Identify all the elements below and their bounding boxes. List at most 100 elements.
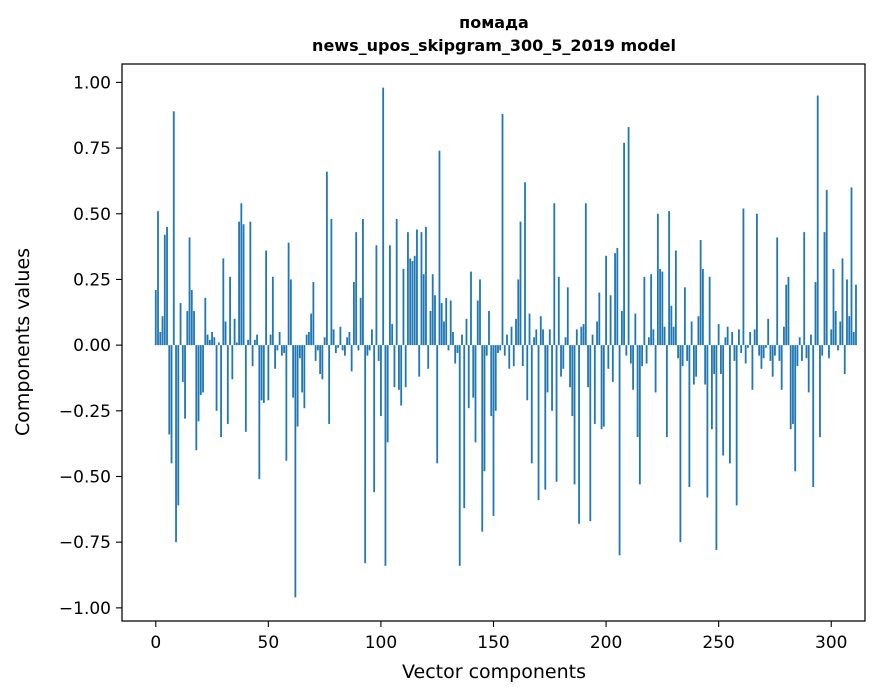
- x-tick-label: 300: [815, 633, 847, 653]
- bar-component-234: [681, 345, 684, 367]
- bar-component-113: [409, 258, 412, 346]
- bar-component-205: [616, 247, 619, 346]
- bar-component-94: [366, 345, 369, 356]
- y-tick-label: −0.50: [59, 467, 111, 487]
- bar-component-228: [668, 211, 671, 346]
- bar-component-215: [638, 345, 641, 485]
- bar-component-119: [422, 274, 425, 346]
- bar-component-23: [206, 334, 209, 346]
- bar-component-30: [222, 258, 225, 346]
- bar-component-195: [593, 345, 596, 424]
- bar-component-57: [283, 345, 286, 354]
- bar-component-164: [524, 182, 526, 346]
- y-tick-label: −0.25: [59, 402, 111, 422]
- bar-component-194: [591, 334, 594, 346]
- bar-component-134: [456, 345, 459, 354]
- bar-component-273: [769, 345, 772, 361]
- bar-component-198: [600, 345, 603, 430]
- bar-component-4: [163, 234, 166, 346]
- bar-component-149: [490, 345, 493, 417]
- bar-component-53: [274, 345, 276, 369]
- bar-component-84: [344, 345, 346, 356]
- bar-component-148: [488, 310, 490, 346]
- bar-component-231: [674, 250, 677, 346]
- bar-component-122: [429, 310, 432, 346]
- bar-component-75: [323, 337, 326, 346]
- bar-component-24: [208, 339, 211, 346]
- bar-component-115: [413, 255, 416, 346]
- bar-component-287: [801, 345, 803, 361]
- bar-component-124: [434, 295, 436, 346]
- bar-component-217: [643, 276, 646, 346]
- bar-component-33: [229, 276, 231, 346]
- x-ticks: 0 50 100 150 200 250 300: [150, 621, 847, 653]
- bar-component-118: [420, 232, 423, 346]
- bar-component-223: [656, 213, 659, 346]
- bar-component-261: [742, 208, 745, 346]
- bar-component-256: [731, 331, 734, 346]
- bar-component-128: [443, 321, 445, 346]
- bar-component-107: [395, 219, 398, 346]
- bar-component-275: [774, 345, 776, 356]
- bar-component-296: [821, 345, 824, 356]
- bar-component-90: [357, 345, 360, 351]
- bar-component-46: [258, 345, 261, 480]
- bar-component-257: [733, 345, 736, 361]
- bar-component-268: [758, 345, 761, 356]
- bar-component-233: [679, 345, 682, 543]
- bar-component-173: [544, 345, 547, 490]
- bar-component-245: [706, 345, 709, 498]
- bar-component-292: [812, 345, 815, 488]
- bar-component-56: [280, 345, 283, 356]
- bar-component-97: [373, 345, 376, 493]
- bar-component-303: [837, 345, 839, 351]
- bar-component-86: [348, 331, 351, 346]
- bar-component-117: [418, 345, 421, 377]
- plot-frame: [121, 63, 866, 622]
- bar-component-276: [776, 237, 779, 346]
- bar-component-167: [530, 345, 533, 464]
- y-tick-label: −0.75: [59, 533, 111, 553]
- bar-component-243: [701, 268, 704, 346]
- bar-component-279: [783, 326, 785, 346]
- bar-component-6: [168, 345, 171, 435]
- bar-component-89: [355, 232, 358, 346]
- bar-component-39: [242, 224, 245, 346]
- bar-component-266: [753, 329, 756, 346]
- bar-component-5: [166, 226, 168, 346]
- bar-component-177: [553, 203, 556, 346]
- bar-component-285: [796, 345, 799, 367]
- bar-component-220: [650, 274, 653, 346]
- bar-component-105: [391, 324, 394, 346]
- bar-component-28: [217, 342, 220, 346]
- bar-component-138: [465, 318, 468, 346]
- bar-component-311: [855, 284, 857, 346]
- bar-component-184: [569, 345, 571, 388]
- bar-component-203: [611, 345, 614, 382]
- bar-component-247: [711, 345, 713, 430]
- bar-component-35: [233, 318, 236, 346]
- bars-group: [154, 87, 857, 598]
- bar-component-302: [834, 310, 837, 346]
- bar-component-153: [499, 345, 502, 351]
- bar-component-190: [582, 324, 585, 346]
- bar-component-306: [843, 345, 846, 375]
- bar-component-99: [377, 345, 380, 361]
- bar-component-96: [371, 329, 373, 346]
- bar-component-230: [672, 326, 675, 346]
- bar-component-157: [508, 345, 511, 369]
- bar-component-93: [364, 345, 367, 564]
- bar-component-19: [197, 345, 200, 422]
- bar-component-64: [298, 345, 301, 359]
- bar-component-102: [384, 345, 387, 566]
- bar-component-135: [458, 345, 461, 566]
- bar-component-127: [440, 303, 443, 346]
- bar-component-155: [503, 345, 506, 356]
- bar-component-62: [294, 345, 297, 598]
- bar-component-71: [314, 345, 317, 361]
- bar-component-31: [224, 321, 227, 346]
- bar-component-274: [771, 345, 774, 377]
- bar-component-100: [380, 345, 382, 417]
- bar-component-130: [447, 345, 450, 351]
